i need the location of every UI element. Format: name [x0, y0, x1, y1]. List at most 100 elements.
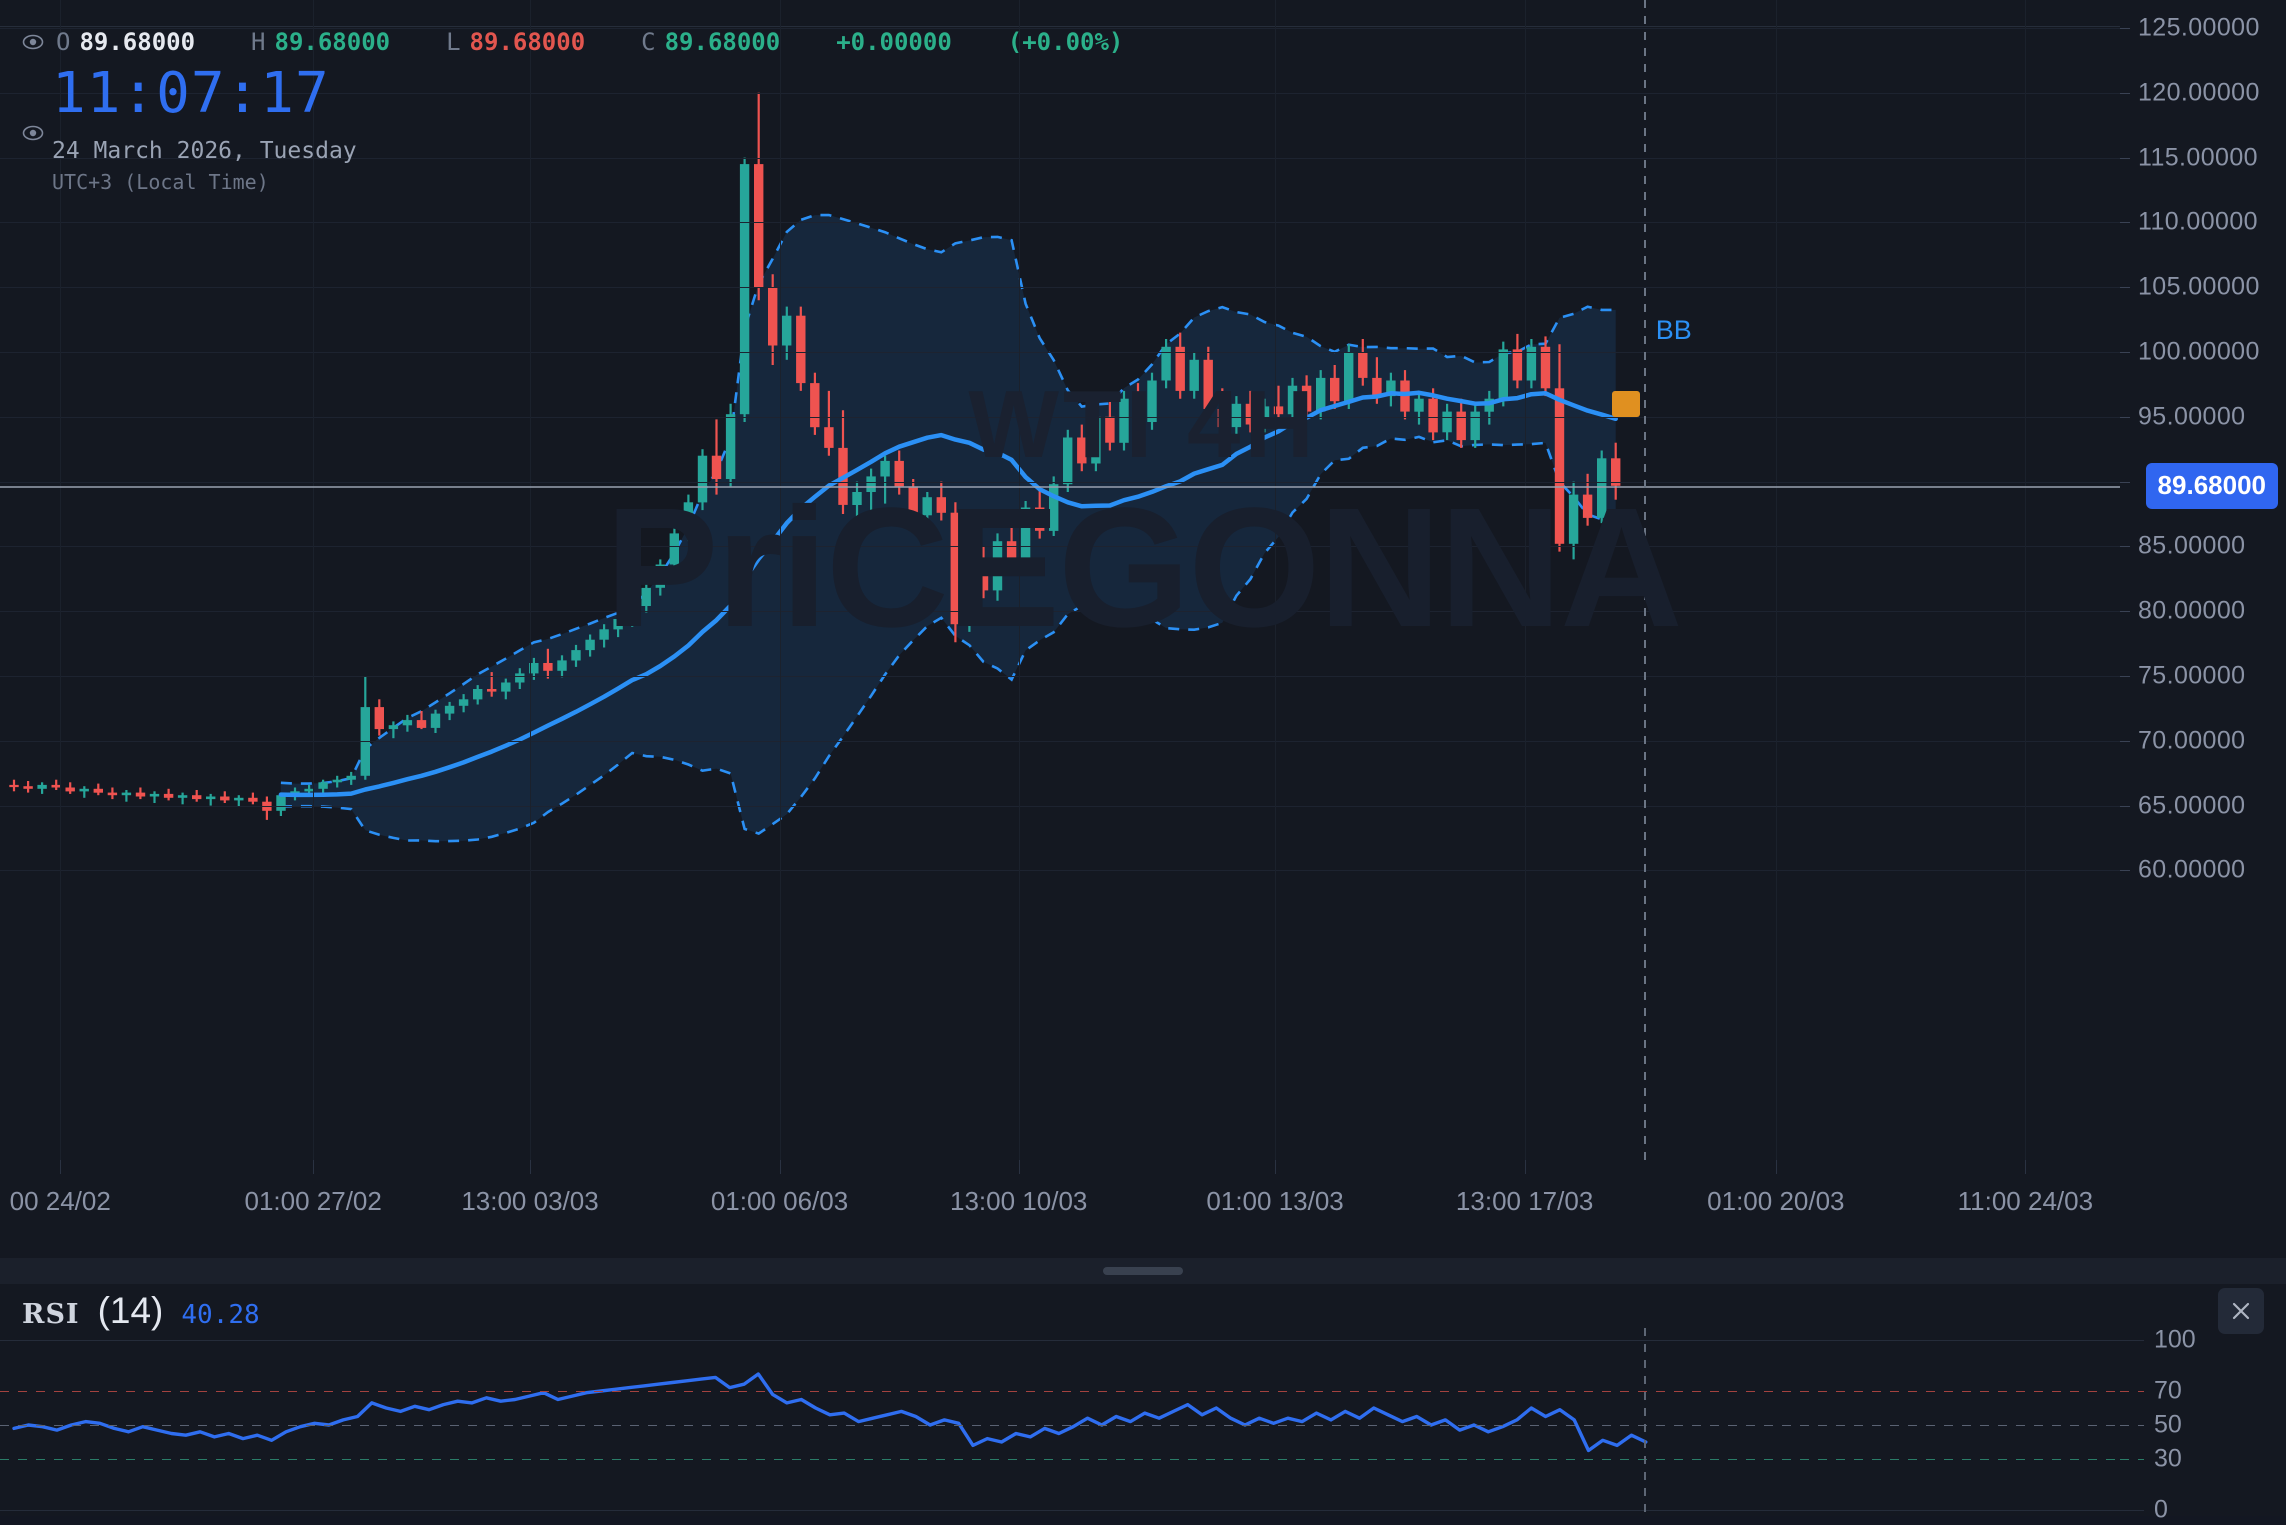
- candle-body: [964, 567, 975, 625]
- change-absolute: +0.00000: [836, 28, 952, 56]
- candle-body: [1582, 494, 1593, 518]
- rsi-axis-tick: [2120, 1391, 2144, 1392]
- candle-body: [571, 650, 581, 661]
- eye-icon-secondary[interactable]: [22, 122, 44, 144]
- rsi-axis-tick: [2120, 1459, 2144, 1460]
- price-gridline: [0, 352, 2120, 353]
- time-axis-label: 00 24/02: [9, 1186, 111, 1216]
- candle-body: [1049, 484, 1059, 531]
- rsi-level-line: [0, 1459, 2120, 1460]
- candle-body: [515, 673, 525, 683]
- candle-body: [697, 455, 708, 503]
- candle-body: [501, 682, 511, 692]
- price-axis-label: 65.00000: [2138, 791, 2246, 820]
- candle-body: [1091, 416, 1101, 464]
- price-axis-label: 100.00000: [2138, 337, 2260, 366]
- time-gridline: [1524, 0, 1526, 1160]
- candle-body: [163, 793, 174, 798]
- price-axis-tick: [2120, 28, 2130, 29]
- high-label: H: [251, 28, 266, 56]
- candle-body: [1063, 437, 1073, 485]
- ohlc-header: O 89.68000 H 89.68000 L 89.68000 C 89.68…: [22, 28, 1179, 194]
- price-gridline: [0, 222, 2120, 224]
- open-label: O: [56, 28, 71, 56]
- price-plot-area[interactable]: [0, 0, 2120, 1160]
- candle-body: [473, 689, 483, 700]
- candle-body: [1161, 346, 1171, 381]
- candle-body: [1189, 359, 1199, 391]
- price-axis-label: 95.00000: [2138, 402, 2246, 431]
- candle-body: [149, 793, 160, 797]
- time-axis-label: 13:00 10/03: [950, 1186, 1088, 1216]
- candle-body: [1372, 377, 1382, 396]
- rsi-axis-label: 100: [2154, 1325, 2196, 1354]
- price-chart-pane[interactable]: WTI 4H PriCEGONNA O 89.68000 H 89.68000 …: [0, 0, 2286, 1258]
- candle-body: [1456, 411, 1466, 441]
- time-axis[interactable]: 00 24/02 01:00 27/02 13:00 03/03 01:00 06/0…: [0, 1160, 2120, 1258]
- high-value: 89.68000: [274, 28, 391, 56]
- timezone-readout: UTC+3 (Local Time): [52, 170, 269, 194]
- time-axis-tick: [2025, 1160, 2027, 1174]
- price-axis-tick: [2120, 92, 2130, 94]
- price-axis-tick: [2120, 546, 2130, 548]
- rsi-axis-label: 50: [2154, 1410, 2182, 1439]
- candle-body: [950, 512, 960, 625]
- candle-body: [1259, 406, 1270, 425]
- rsi-level-line: [0, 1510, 2120, 1511]
- candle-body: [121, 792, 132, 796]
- close-icon[interactable]: [2218, 1288, 2264, 1334]
- candle-body: [1231, 403, 1242, 428]
- bollinger-lower-band: [280, 435, 1617, 843]
- rsi-axis-tick: [2120, 1510, 2144, 1511]
- candle-body: [318, 782, 328, 789]
- candle-body: [1512, 349, 1523, 381]
- eye-icon[interactable]: [22, 31, 44, 53]
- bollinger-upper-band: [280, 213, 1616, 785]
- candle-body: [768, 287, 778, 346]
- rsi-plot-area[interactable]: [0, 1328, 2120, 1516]
- price-axis[interactable]: 89.68000 125.00000 120.00000 115.00000 110.…: [2120, 0, 2286, 1258]
- rsi-legend[interactable]: RSI (14) 40.28: [22, 1290, 260, 1332]
- candle-body: [557, 660, 567, 671]
- candle-body: [487, 689, 497, 692]
- price-gridline: [0, 157, 2120, 159]
- candle-body: [922, 497, 932, 516]
- candle-body: [1020, 507, 1031, 558]
- rsi-crosshair-line: [1643, 1328, 1646, 1516]
- price-gridline: [0, 676, 2120, 677]
- candle-body: [1006, 541, 1017, 558]
- time-gridline: [1775, 0, 1777, 1160]
- time-axis-tick: [60, 1160, 62, 1174]
- moving-average-line: [278, 390, 1618, 798]
- order-marker[interactable]: [1611, 390, 1640, 417]
- candle-body: [1077, 437, 1087, 464]
- bollinger-band-fill: [280, 215, 1616, 842]
- price-axis-label: 70.00000: [2138, 726, 2246, 755]
- resize-handle[interactable]: [1103, 1267, 1183, 1275]
- price-axis-label: 105.00000: [2138, 272, 2260, 301]
- candle-body: [852, 492, 862, 505]
- time-gridline: [530, 0, 531, 1160]
- candle-body: [93, 788, 103, 793]
- time-axis-label: 01:00 20/03: [1707, 1186, 1845, 1216]
- rsi-level-line: [0, 1391, 2120, 1392]
- price-gridline: [0, 740, 2120, 742]
- price-gridline: [0, 92, 2120, 94]
- candle-body: [739, 164, 750, 415]
- candle-body: [754, 164, 764, 288]
- candle-body: [276, 795, 286, 811]
- candle-body: [402, 720, 413, 726]
- time-axis-label: 13:00 17/03: [1455, 1186, 1594, 1216]
- candle-body: [206, 796, 216, 800]
- candle-body: [135, 792, 146, 797]
- candle-body: [1344, 352, 1354, 402]
- pane-separator[interactable]: [0, 1258, 2286, 1284]
- rsi-pane[interactable]: RSI (14) 40.28 100 70 50 30 0: [0, 1284, 2286, 1524]
- price-axis-tick: [2120, 870, 2130, 872]
- price-axis-tick: [2120, 222, 2130, 224]
- candle-body: [332, 779, 342, 783]
- candle-body: [529, 663, 539, 674]
- candle-body: [1316, 377, 1326, 412]
- bollinger-band-label: BB: [1655, 315, 1692, 346]
- rsi-value-axis[interactable]: 100 70 50 30 0: [2120, 1325, 2286, 1524]
